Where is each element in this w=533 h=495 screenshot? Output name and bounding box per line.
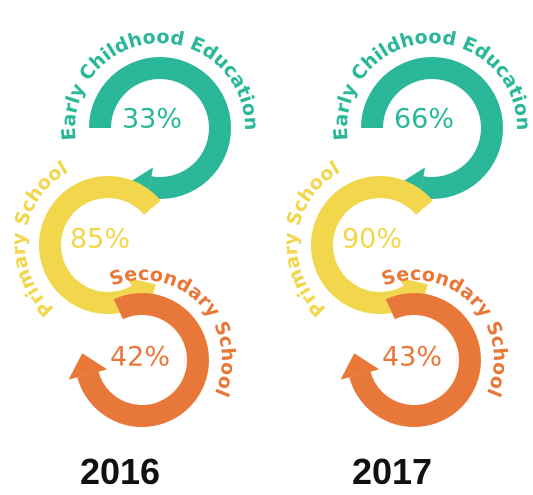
stage-percent: 85% [70, 224, 130, 255]
year: 2016 [80, 451, 160, 492]
stage-percent: 66% [394, 104, 454, 135]
arc [349, 293, 481, 427]
arc [361, 57, 503, 199]
year: 2017 [352, 451, 432, 492]
arrow-head [68, 353, 108, 380]
arc [39, 176, 161, 314]
stage-label: Secondary School [107, 263, 239, 400]
stage-percent: 43% [382, 342, 442, 373]
arrow-head [340, 353, 380, 380]
stage-label: Secondary School [379, 263, 511, 400]
stage-percent: 90% [342, 224, 402, 255]
arc [89, 57, 231, 199]
stage-label-path: Secondary School [107, 263, 239, 400]
stage-label-path: Secondary School [379, 263, 511, 400]
arc [311, 176, 433, 314]
stage-percent: 33% [122, 104, 182, 135]
arc [77, 293, 209, 427]
stage-percent: 42% [110, 342, 170, 373]
